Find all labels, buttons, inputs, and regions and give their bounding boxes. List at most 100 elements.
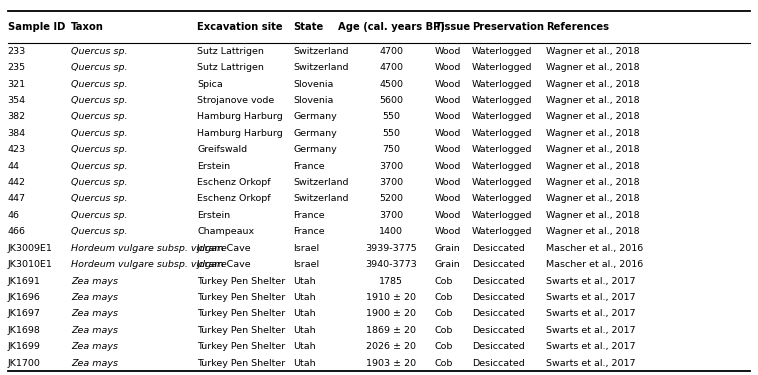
- Text: France: France: [293, 211, 325, 220]
- Text: Wagner et al., 2018: Wagner et al., 2018: [546, 112, 640, 122]
- Text: Hamburg Harburg: Hamburg Harburg: [197, 112, 283, 122]
- Text: 4500: 4500: [379, 80, 403, 88]
- Text: Wagner et al., 2018: Wagner et al., 2018: [546, 80, 640, 88]
- Text: Zea mays: Zea mays: [70, 276, 117, 285]
- Text: France: France: [293, 162, 325, 171]
- Text: Swarts et al., 2017: Swarts et al., 2017: [546, 276, 636, 285]
- Text: JK1699: JK1699: [8, 342, 40, 351]
- Text: References: References: [546, 22, 609, 32]
- Text: Zea mays: Zea mays: [70, 342, 117, 351]
- Text: Wagner et al., 2018: Wagner et al., 2018: [546, 178, 640, 187]
- Text: Turkey Pen Shelter: Turkey Pen Shelter: [197, 309, 285, 318]
- Text: Desiccated: Desiccated: [471, 358, 525, 368]
- Text: 1903 ± 20: 1903 ± 20: [366, 358, 416, 368]
- Text: Hordeum vulgare subsp. vulgare: Hordeum vulgare subsp. vulgare: [70, 244, 227, 253]
- Text: 447: 447: [8, 195, 26, 204]
- Text: 384: 384: [8, 129, 26, 138]
- Text: Waterlogged: Waterlogged: [471, 129, 532, 138]
- Text: Turkey Pen Shelter: Turkey Pen Shelter: [197, 293, 285, 302]
- Text: Germany: Germany: [293, 129, 337, 138]
- Text: Wood: Wood: [435, 211, 461, 220]
- Text: Quercus sp.: Quercus sp.: [70, 145, 127, 154]
- Text: 466: 466: [8, 227, 26, 236]
- Text: Mascher et al., 2016: Mascher et al., 2016: [546, 260, 644, 269]
- Text: Erstein: Erstein: [197, 211, 230, 220]
- Text: Champeaux: Champeaux: [197, 227, 254, 236]
- Text: Joram Cave: Joram Cave: [197, 260, 252, 269]
- Text: Utah: Utah: [293, 358, 316, 368]
- Text: Utah: Utah: [293, 342, 316, 351]
- Text: Waterlogged: Waterlogged: [471, 145, 532, 154]
- Text: Mascher et al., 2016: Mascher et al., 2016: [546, 244, 644, 253]
- Text: Cob: Cob: [435, 276, 453, 285]
- Text: Tissue: Tissue: [435, 22, 471, 32]
- Text: Sample ID: Sample ID: [8, 22, 65, 32]
- Text: Wagner et al., 2018: Wagner et al., 2018: [546, 63, 640, 72]
- Text: Germany: Germany: [293, 145, 337, 154]
- Text: Quercus sp.: Quercus sp.: [70, 80, 127, 88]
- Text: Wood: Wood: [435, 129, 461, 138]
- Text: Swarts et al., 2017: Swarts et al., 2017: [546, 342, 636, 351]
- Text: 1785: 1785: [379, 276, 403, 285]
- Text: Sutz Lattrigen: Sutz Lattrigen: [197, 47, 264, 56]
- Text: Wagner et al., 2018: Wagner et al., 2018: [546, 129, 640, 138]
- Text: 354: 354: [8, 96, 26, 105]
- Text: Turkey Pen Shelter: Turkey Pen Shelter: [197, 276, 285, 285]
- Text: Spica: Spica: [197, 80, 223, 88]
- Text: Cob: Cob: [435, 358, 453, 368]
- Text: Waterlogged: Waterlogged: [471, 195, 532, 204]
- Text: Wood: Wood: [435, 47, 461, 56]
- Text: Israel: Israel: [293, 260, 320, 269]
- Text: Wood: Wood: [435, 145, 461, 154]
- Text: 550: 550: [382, 129, 400, 138]
- Text: Switzerland: Switzerland: [293, 178, 349, 187]
- Text: Hamburg Harburg: Hamburg Harburg: [197, 129, 283, 138]
- Text: Wood: Wood: [435, 178, 461, 187]
- Text: Wagner et al., 2018: Wagner et al., 2018: [546, 162, 640, 171]
- Text: Cob: Cob: [435, 309, 453, 318]
- Text: Waterlogged: Waterlogged: [471, 211, 532, 220]
- Text: Waterlogged: Waterlogged: [471, 63, 532, 72]
- Text: Turkey Pen Shelter: Turkey Pen Shelter: [197, 342, 285, 351]
- Text: Quercus sp.: Quercus sp.: [70, 112, 127, 122]
- Text: Quercus sp.: Quercus sp.: [70, 162, 127, 171]
- Text: Grain: Grain: [435, 260, 460, 269]
- Text: JK1700: JK1700: [8, 358, 40, 368]
- Text: Utah: Utah: [293, 309, 316, 318]
- Text: 44: 44: [8, 162, 20, 171]
- Text: Waterlogged: Waterlogged: [471, 80, 532, 88]
- Text: 4700: 4700: [379, 47, 403, 56]
- Text: Swarts et al., 2017: Swarts et al., 2017: [546, 326, 636, 335]
- Text: Quercus sp.: Quercus sp.: [70, 195, 127, 204]
- Text: Strojanove vode: Strojanove vode: [197, 96, 274, 105]
- Text: Waterlogged: Waterlogged: [471, 178, 532, 187]
- Text: 550: 550: [382, 112, 400, 122]
- Text: Desiccated: Desiccated: [471, 260, 525, 269]
- Text: 382: 382: [8, 112, 26, 122]
- Text: Wood: Wood: [435, 195, 461, 204]
- Text: 1869 ± 20: 1869 ± 20: [366, 326, 416, 335]
- Text: Wagner et al., 2018: Wagner et al., 2018: [546, 96, 640, 105]
- Text: Excavation site: Excavation site: [197, 22, 283, 32]
- Text: France: France: [293, 227, 325, 236]
- Text: Grain: Grain: [435, 244, 460, 253]
- Text: Waterlogged: Waterlogged: [471, 96, 532, 105]
- Text: Desiccated: Desiccated: [471, 293, 525, 302]
- Text: JK3009E1: JK3009E1: [8, 244, 52, 253]
- Text: Cob: Cob: [435, 342, 453, 351]
- Text: 3700: 3700: [379, 162, 403, 171]
- Text: Utah: Utah: [293, 276, 316, 285]
- Text: 3700: 3700: [379, 211, 403, 220]
- Text: 235: 235: [8, 63, 26, 72]
- Text: 233: 233: [8, 47, 26, 56]
- Text: Quercus sp.: Quercus sp.: [70, 129, 127, 138]
- Text: Eschenz Orkopf: Eschenz Orkopf: [197, 195, 271, 204]
- Text: 5600: 5600: [379, 96, 403, 105]
- Text: Wood: Wood: [435, 80, 461, 88]
- Text: Slovenia: Slovenia: [293, 96, 334, 105]
- Text: Zea mays: Zea mays: [70, 358, 117, 368]
- Text: Wagner et al., 2018: Wagner et al., 2018: [546, 195, 640, 204]
- Text: JK1691: JK1691: [8, 276, 40, 285]
- Text: Age (cal. years BP): Age (cal. years BP): [338, 22, 445, 32]
- Text: 5200: 5200: [379, 195, 403, 204]
